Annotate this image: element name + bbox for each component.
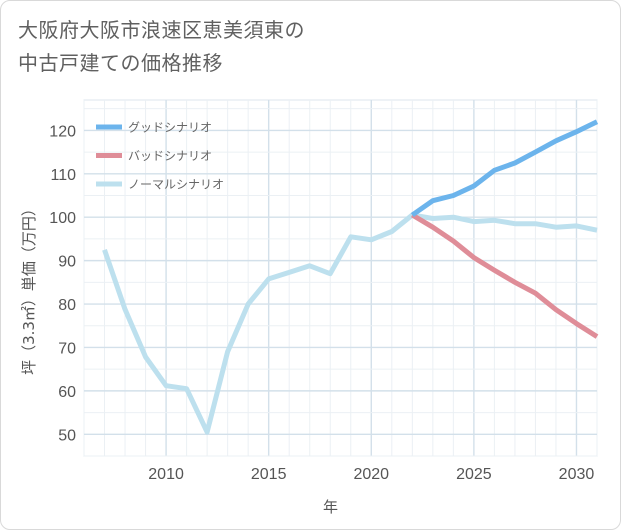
grid-lines <box>83 99 598 457</box>
legend-label-bad: バッドシナリオ <box>128 149 212 163</box>
chart-title: 大阪府大阪市浪速区恵美須東の 中古戸建ての価格推移 <box>18 14 578 80</box>
series-lines <box>102 119 599 435</box>
chart-title-line-2: 中古戸建ての価格推移 <box>18 51 223 75</box>
tick-labels: 50 60 70 80 90 100 110 120 2010 2015 2020 2025 2030 <box>49 123 594 483</box>
y-tick-label: 100 <box>49 210 76 227</box>
series-line-normal <box>102 212 598 435</box>
y-tick-label: 90 <box>58 254 76 271</box>
x-tick-label: 2010 <box>148 466 184 483</box>
y-tick-label: 60 <box>58 384 76 401</box>
x-axis-label: 年 <box>323 498 338 516</box>
y-tick-label: 70 <box>58 340 76 357</box>
y-tick-label: 80 <box>58 297 76 314</box>
x-tick-label: 2015 <box>251 466 287 483</box>
series-line-good <box>410 119 599 218</box>
y-tick-label: 50 <box>58 427 76 444</box>
x-tick-label: 2025 <box>456 466 492 483</box>
legend-label-good: グッドシナリオ <box>128 121 212 135</box>
series-line-bad <box>411 212 599 339</box>
x-tick-label: 2020 <box>353 466 389 483</box>
y-tick-label: 110 <box>50 167 76 184</box>
legend-label-normal: ノーマルシナリオ <box>128 178 224 192</box>
y-tick-label: 120 <box>49 123 76 140</box>
chart-title-line-1: 大阪府大阪市浪速区恵美須東の <box>18 18 305 42</box>
y-axis-label: 坪（3.3㎡）単価（万円） <box>20 201 38 375</box>
x-tick-label: 2030 <box>559 466 595 483</box>
